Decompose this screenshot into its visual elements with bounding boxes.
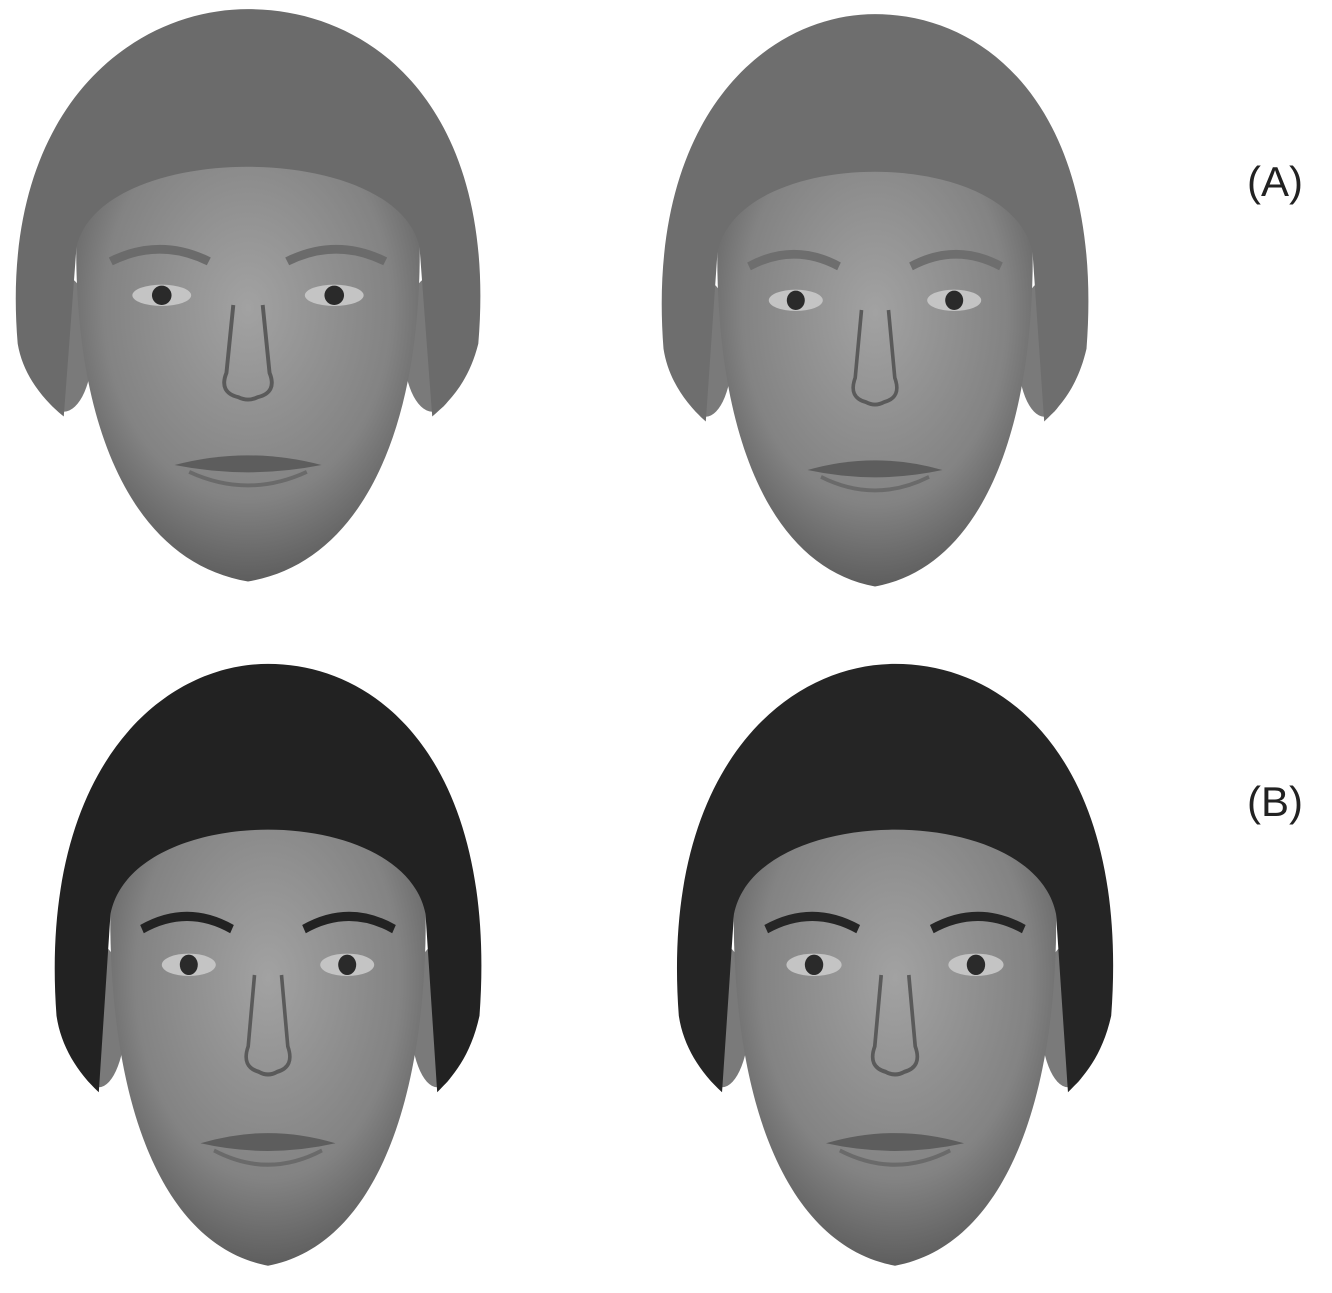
- face: [55, 664, 482, 1266]
- face-a-right: [662, 14, 1089, 586]
- face-b-right: [677, 664, 1113, 1266]
- face-b-left: [55, 664, 482, 1266]
- face: [662, 14, 1089, 586]
- face: [677, 664, 1113, 1266]
- panel-label: (A): [1247, 158, 1303, 205]
- face: [16, 9, 481, 581]
- face-a-left: [16, 9, 481, 581]
- panel-label: (B): [1247, 778, 1303, 825]
